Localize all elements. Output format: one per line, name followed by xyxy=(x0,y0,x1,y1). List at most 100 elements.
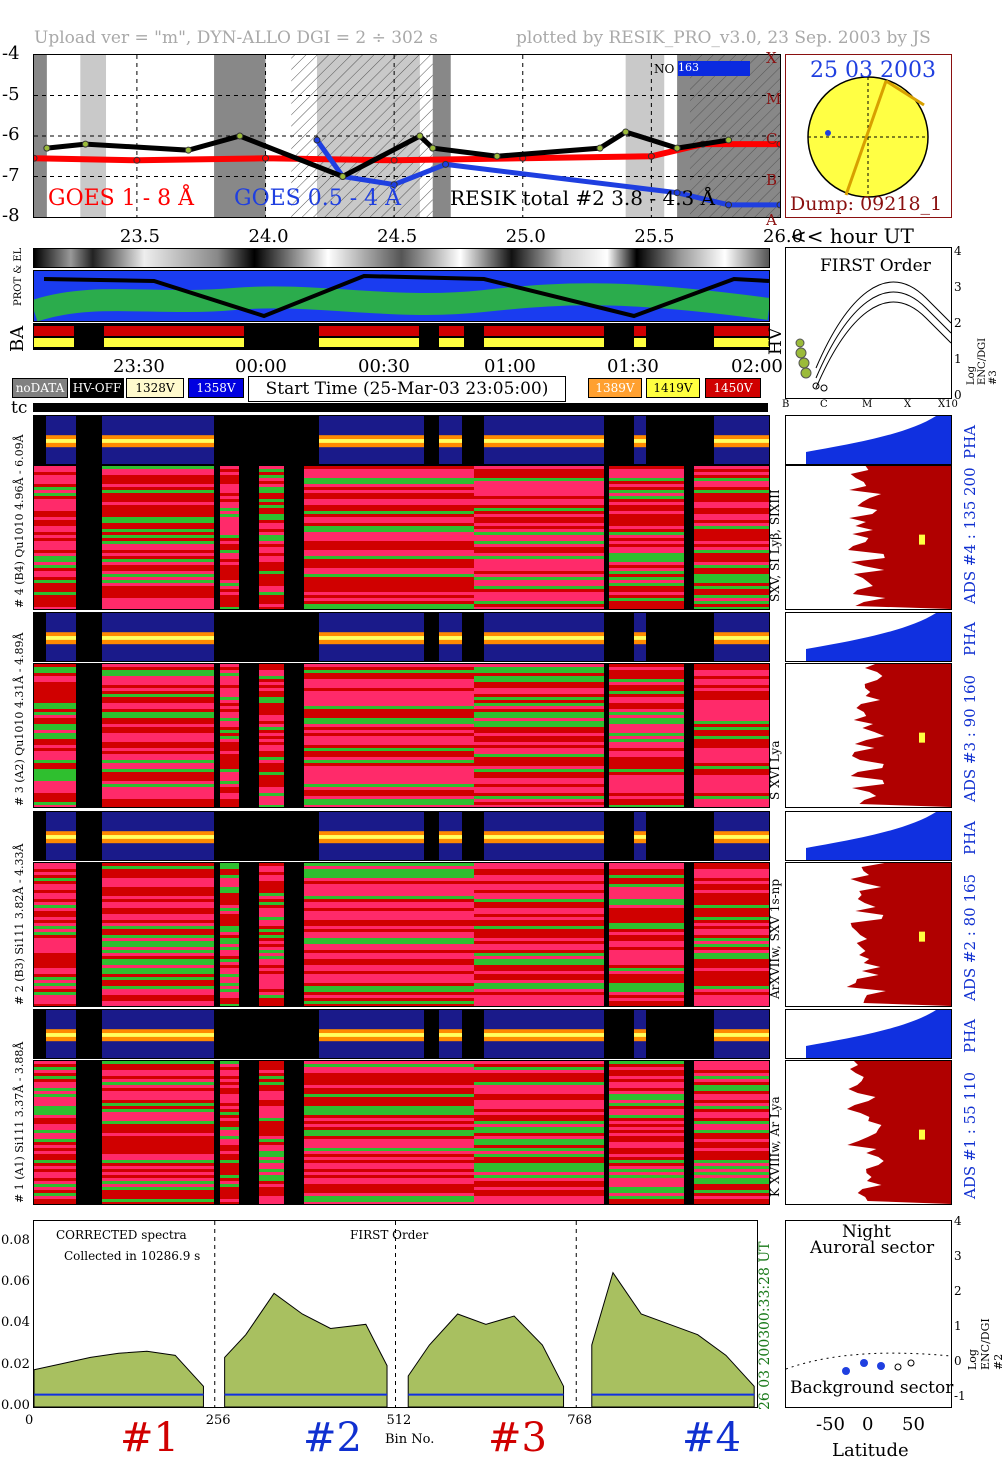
time-green: 00:33:28 UT xyxy=(757,1241,773,1330)
goes-x-tick: 23.5 xyxy=(119,226,160,247)
header-right: plotted by RESIK_PRO_v3.0, 23 Sep. 2003 … xyxy=(516,28,931,48)
data-point xyxy=(416,132,424,140)
fo-x-tick: X xyxy=(904,399,912,410)
data-point xyxy=(390,156,398,164)
fo-y-tick: 4 xyxy=(954,244,962,258)
channel-number-label: #3 xyxy=(488,1415,547,1461)
ba-label: BA xyxy=(7,325,28,352)
ads-spectrum xyxy=(785,1060,952,1205)
fo-x-tick: C xyxy=(820,399,828,410)
spectra-y-tick: 0.08 xyxy=(1,1232,30,1248)
spectral-lines-label: SXV, SI Lyβ, SIXIII xyxy=(768,489,782,602)
series-line-2 xyxy=(46,129,729,180)
legend-goes18: GOES 1 - 8 Å xyxy=(48,186,195,211)
goes-panel xyxy=(33,54,781,218)
channel-number-label: #4 xyxy=(682,1415,741,1461)
aurora-panel xyxy=(785,1220,952,1408)
spectra-x-tick: 256 xyxy=(205,1413,231,1428)
legend-1450v: 1450V xyxy=(705,378,761,398)
aurora-y-tick: 2 xyxy=(954,1284,962,1298)
data-point xyxy=(133,156,141,164)
pha-strip xyxy=(33,1009,770,1059)
tc-label: tc xyxy=(11,398,28,418)
channel-label: # 1 (A1) Si111 3.37Å - 3.88Å xyxy=(13,1041,26,1203)
data-point xyxy=(776,201,780,209)
legend-1419v: 1419V xyxy=(646,378,700,398)
ads-spectrum xyxy=(785,862,952,1007)
data-point xyxy=(43,144,51,152)
collected-label: Collected in 10286.9 s xyxy=(64,1249,201,1263)
ads-spectrum xyxy=(785,663,952,808)
goes-class-label: B xyxy=(766,170,778,189)
spectral-lines-label: S XVI Lya xyxy=(768,740,782,801)
time-tick: 23:30 xyxy=(113,356,165,377)
ads-label: ADS #3 : 90 160 xyxy=(961,674,979,802)
latitude-label: Latitude xyxy=(832,1440,909,1461)
fo-x-tick: X10 xyxy=(938,399,958,410)
corrected-label: CORRECTED spectra xyxy=(56,1228,187,1242)
goes-class-label: M xyxy=(766,89,782,108)
channel-label: # 2 (B3) Si111 3.82Å - 4.33Å xyxy=(13,843,26,1006)
goes-plot xyxy=(34,55,780,217)
prot-el-map xyxy=(33,270,770,322)
goes-x-tick: 25.0 xyxy=(505,226,546,247)
spectra-y-tick: 0.02 xyxy=(1,1356,30,1372)
data-point xyxy=(390,181,398,189)
aurora-y-tick: -1 xyxy=(954,1389,966,1403)
data-point xyxy=(339,173,347,180)
pha-histogram xyxy=(785,612,952,662)
sun-date: 25 03 2003 xyxy=(810,58,936,83)
legend-nodata: noDATA xyxy=(12,378,68,398)
spectra-x-tick: 512 xyxy=(386,1413,412,1428)
data-point xyxy=(647,152,655,160)
goes-y-tick: -7 xyxy=(2,164,20,186)
first-order-title: FIRST Order xyxy=(820,256,931,276)
fo-y-tick: 3 xyxy=(954,280,962,294)
legend-goes054: GOES 0.5 - 4 Å xyxy=(234,186,402,211)
prot-el-label: PROT & EL xyxy=(13,247,24,306)
spectra-x-tick: 768 xyxy=(567,1413,593,1428)
tc-bar xyxy=(33,403,768,412)
data-point xyxy=(622,128,630,136)
spectrogram xyxy=(33,465,770,610)
spectrum-area-4 xyxy=(591,1271,755,1407)
sun-panel xyxy=(785,54,952,218)
goes-class-label: C xyxy=(766,130,778,148)
data-point xyxy=(673,189,681,197)
pha-histogram xyxy=(785,415,952,465)
spectrum-area-1 xyxy=(34,1350,204,1407)
aurora-ylabel: Log ENC/DGI #2 xyxy=(966,1318,1004,1370)
aurora-y-tick: 3 xyxy=(954,1249,962,1263)
time-tick: 00:30 xyxy=(358,356,410,377)
goes-x-tick: 26.0 xyxy=(763,226,804,247)
time-tick: 01:00 xyxy=(484,356,536,377)
channel-label: # 4 (B4) Qu1010 4.96Å - 6.09Å xyxy=(13,434,26,608)
aurora-x-tick: -50 xyxy=(816,1414,845,1435)
orbit-shading-bar xyxy=(33,248,770,268)
data-point xyxy=(673,144,681,152)
data-point xyxy=(725,201,733,209)
pha-histogram xyxy=(785,811,952,861)
aurora-y-tick: 0 xyxy=(954,1354,962,1368)
goes-y-tick: -8 xyxy=(2,205,20,226)
data-point xyxy=(493,152,501,160)
dump-label: Dump: 09218_1 xyxy=(790,193,943,215)
spectral-lines-label: ArXVIIw, SXV 1s-np xyxy=(768,878,782,999)
legend-resik: RESIK total #2 3.8 - 4.3 Å xyxy=(450,186,716,210)
data-point xyxy=(442,160,450,168)
pha-label: PHA xyxy=(961,1018,979,1053)
ba-bar xyxy=(33,323,770,350)
pha-label: PHA xyxy=(961,424,979,459)
data-point xyxy=(725,136,733,144)
aurora-y-tick: 4 xyxy=(954,1214,962,1228)
spectra-y-tick: 0.04 xyxy=(1,1315,30,1331)
aurora-y-tick: 1 xyxy=(954,1319,962,1333)
aurora-x-tick: 50 xyxy=(902,1414,925,1435)
spectra-plot xyxy=(34,1221,755,1407)
first-order-panel xyxy=(785,247,952,399)
aurora-title-night: Night xyxy=(842,1222,891,1242)
channel-number-label: #2 xyxy=(303,1415,362,1461)
aurora-x-tick: 0 xyxy=(862,1414,874,1435)
no-value: 163 xyxy=(678,61,750,76)
sun-disc xyxy=(807,76,929,198)
